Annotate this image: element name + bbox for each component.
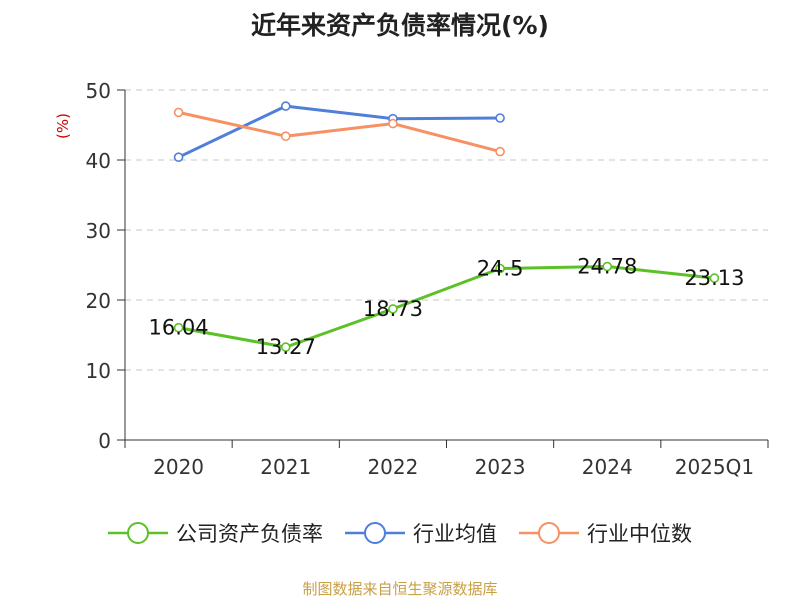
legend-item[interactable]: 行业均值 — [345, 518, 497, 548]
legend-label: 行业中位数 — [587, 522, 692, 546]
y-tick-label: 0 — [98, 429, 111, 453]
x-tick-label: 2020 — [153, 455, 204, 479]
grid-layer — [125, 89, 768, 371]
data-point — [495, 263, 505, 274]
legend-swatch — [519, 522, 579, 544]
legend-item[interactable]: 行业中位数 — [519, 518, 692, 548]
data-point — [495, 146, 505, 157]
chart-title: 近年来资产负债率情况(%) — [251, 11, 549, 40]
legend: 公司资产负债率 行业均值 行业中位数 — [0, 518, 800, 548]
x-tick-label: 2023 — [475, 455, 526, 479]
y-tick-label: 10 — [86, 359, 111, 383]
series-line-1 — [177, 104, 501, 159]
y-tick-label: 20 — [86, 289, 111, 313]
legend-swatch — [108, 522, 168, 544]
series-line-2 — [178, 110, 501, 154]
legend-marker — [538, 522, 560, 544]
data-point — [280, 131, 291, 141]
data-label: 23.13 — [684, 266, 744, 290]
data-label: 18.73 — [363, 297, 423, 321]
axis-layer: 0 10 20 30 40 50 (%) 2020 2021 2022 2023 2024 2025Q1 — [54, 79, 769, 479]
label-layer: 16.04 13.27 18.73 24.5 24.78 23.13 — [149, 255, 745, 360]
data-point — [173, 107, 184, 118]
y-tick-label: 50 — [86, 79, 111, 103]
x-tick-label: 2022 — [367, 455, 418, 479]
source-note: 制图数据来自恒生聚源数据库 — [302, 580, 498, 598]
data-point — [173, 152, 184, 162]
data-label: 24.78 — [577, 255, 637, 279]
series-line-0 — [178, 265, 715, 349]
x-tick-label: 2025Q1 — [675, 455, 754, 479]
data-point — [602, 261, 613, 272]
legend-label: 行业均值 — [413, 522, 497, 546]
data-point — [709, 273, 720, 283]
data-point — [173, 322, 184, 333]
legend-swatch — [345, 522, 405, 544]
legend-marker — [127, 522, 149, 544]
y-tick-label: 30 — [86, 219, 111, 243]
y-axis-label: (%) — [54, 113, 72, 139]
data-point — [280, 101, 291, 111]
data-point — [388, 118, 398, 129]
data-point — [495, 113, 505, 123]
data-label: 13.27 — [256, 335, 316, 359]
data-label: 16.04 — [149, 316, 209, 340]
legend-label: 公司资产负债率 — [176, 522, 323, 546]
data-point — [388, 304, 398, 314]
x-tick-label: 2024 — [582, 455, 633, 479]
legend-marker — [364, 522, 386, 544]
y-tick-label: 40 — [86, 149, 111, 173]
legend-item[interactable]: 公司资产负债率 — [108, 518, 323, 548]
x-tick-label: 2021 — [260, 455, 311, 479]
data-point — [280, 342, 291, 352]
data-label: 24.5 — [477, 257, 524, 281]
series-layer — [173, 101, 720, 352]
